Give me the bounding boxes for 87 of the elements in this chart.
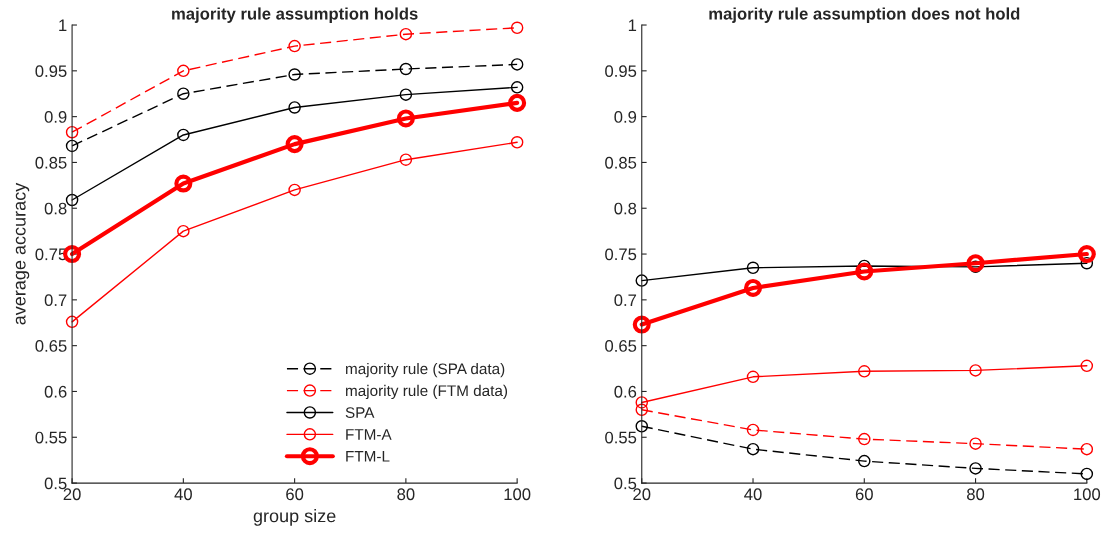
point bbox=[65, 139, 79, 153]
point bbox=[508, 93, 527, 112]
x-tick-label: 60 bbox=[286, 488, 304, 501]
x-tick-label: 20 bbox=[633, 488, 651, 501]
point bbox=[288, 68, 301, 81]
legend-label: SPA bbox=[345, 407, 375, 418]
point bbox=[632, 315, 651, 334]
point bbox=[635, 274, 649, 287]
y-tick-label: 0.55 bbox=[35, 431, 67, 444]
y-tick-label: 0.9 bbox=[614, 111, 637, 123]
y-tick-label: 0.95 bbox=[605, 65, 637, 78]
point bbox=[743, 278, 763, 297]
point bbox=[635, 420, 649, 433]
x-tick-label: 40 bbox=[744, 488, 762, 501]
y-tick-label: 0.6 bbox=[44, 385, 67, 398]
point bbox=[969, 364, 982, 377]
y-tick-label: 0.85 bbox=[35, 156, 67, 169]
x-tick-label: 40 bbox=[174, 488, 192, 501]
point bbox=[65, 193, 79, 207]
point bbox=[510, 81, 524, 94]
point bbox=[1080, 442, 1094, 456]
y-tick-label: 0.5 bbox=[614, 477, 637, 490]
point bbox=[1077, 245, 1096, 264]
point bbox=[746, 423, 760, 437]
point bbox=[177, 64, 190, 78]
point bbox=[969, 462, 982, 475]
y-tick-label: 0.75 bbox=[605, 248, 637, 261]
point bbox=[1080, 359, 1094, 373]
y-tick-label: 0.55 bbox=[605, 431, 637, 444]
point bbox=[399, 88, 413, 101]
point bbox=[65, 125, 79, 139]
y-tick-label: 0.9 bbox=[44, 111, 67, 123]
point bbox=[635, 396, 649, 409]
point bbox=[177, 87, 190, 100]
point bbox=[635, 403, 649, 417]
y-tick-label: 0.8 bbox=[614, 202, 637, 215]
y-tick-label: 0.95 bbox=[35, 65, 67, 78]
legend-label: majority rule (SPA data) bbox=[346, 362, 505, 378]
point bbox=[288, 101, 301, 114]
y-tick-label: 1 bbox=[59, 19, 67, 32]
point bbox=[1080, 256, 1094, 270]
point bbox=[858, 365, 871, 378]
point bbox=[966, 254, 985, 273]
point bbox=[746, 442, 760, 456]
point bbox=[746, 261, 760, 275]
point bbox=[288, 39, 301, 53]
legend-label: FTM-L bbox=[346, 451, 390, 462]
chart-title: majority rule assumption does not hold bbox=[709, 7, 1020, 23]
point bbox=[969, 437, 982, 450]
x-tick-label: 100 bbox=[1074, 488, 1101, 501]
point bbox=[510, 58, 524, 71]
legend-label: majority rule (FTM data) bbox=[346, 384, 508, 400]
y-tick-label: 0.7 bbox=[614, 294, 637, 307]
point bbox=[288, 183, 301, 197]
x-tick-label: 20 bbox=[63, 488, 81, 501]
y-tick-label: 0.65 bbox=[605, 340, 637, 352]
x-tick-label: 80 bbox=[967, 488, 985, 501]
point bbox=[1080, 467, 1094, 481]
point bbox=[858, 454, 871, 468]
point bbox=[399, 62, 413, 76]
point bbox=[746, 370, 760, 384]
y-tick-label: 0.6 bbox=[614, 385, 637, 398]
x-tick-label: 80 bbox=[397, 488, 415, 501]
point bbox=[174, 174, 193, 193]
y-tick-label: 0.8 bbox=[44, 202, 67, 215]
chart-title: majority rule assumption holds bbox=[172, 7, 418, 23]
y-axis-title: average accuracy bbox=[15, 182, 30, 325]
point bbox=[858, 432, 871, 446]
y-tick-label: 0.7 bbox=[44, 294, 67, 307]
x-tick-label: 100 bbox=[504, 488, 531, 501]
x-tick-label: 60 bbox=[855, 488, 873, 501]
y-tick-label: 0.5 bbox=[44, 477, 67, 490]
point bbox=[285, 135, 304, 154]
point bbox=[177, 224, 190, 238]
point bbox=[177, 128, 190, 142]
legend-label: FTM-A bbox=[346, 429, 392, 440]
point bbox=[396, 109, 415, 128]
point bbox=[65, 315, 79, 329]
point bbox=[855, 262, 874, 281]
point bbox=[399, 153, 413, 166]
y-tick-label: 1 bbox=[628, 19, 637, 32]
y-tick-label: 0.65 bbox=[35, 340, 67, 352]
point bbox=[510, 21, 524, 35]
point bbox=[399, 27, 413, 41]
y-tick-label: 0.85 bbox=[605, 156, 637, 169]
point bbox=[510, 136, 524, 149]
x-axis-title: group size bbox=[253, 509, 336, 526]
